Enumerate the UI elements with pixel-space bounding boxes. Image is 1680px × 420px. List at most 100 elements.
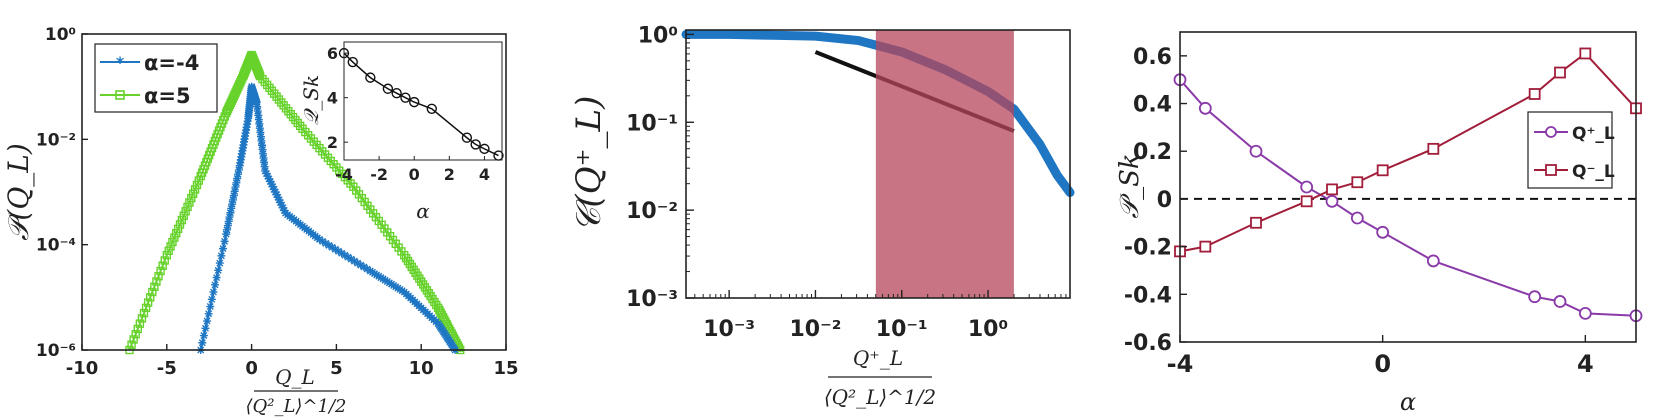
left-inset-point-6	[409, 96, 420, 108]
left-alpha5-point-14	[154, 272, 163, 281]
left-alpha-4-point-85	[255, 119, 264, 128]
left-alpha-4-point-129	[318, 237, 327, 246]
right-qminus-point-2	[1250, 216, 1262, 229]
left-alpha5-point-2	[129, 335, 138, 344]
left-inset-point-9	[470, 139, 481, 150]
right-legend-label-1: Q⁺_L	[1572, 124, 1615, 144]
left-alpha-4-point-2	[199, 331, 208, 340]
middle-panel-data	[681, 29, 1075, 298]
left-alpha-4-point-28	[232, 178, 241, 187]
right-ytick-label-6: -0.6	[1124, 331, 1172, 356]
right-qminus-point-8	[1528, 88, 1541, 100]
left-alpha5-point-10	[146, 293, 155, 302]
left-inset-xlabel: α	[416, 199, 430, 223]
middle-ylabel: 𝒞(Q⁺_L)	[569, 96, 609, 233]
left-alpha5-point-17	[160, 256, 169, 265]
left-alpha5-point-3	[131, 330, 140, 339]
left-xtick-label-3: 5	[330, 358, 343, 379]
left-legend-marker-1: *	[116, 53, 125, 72]
right-xtick-label-0: -4	[1167, 350, 1194, 378]
left-inset-xtick-label-4: 4	[479, 165, 490, 184]
left-alpha-4-point-132	[328, 243, 337, 252]
right-legend-box	[1527, 111, 1613, 189]
middle-shaded-band	[875, 30, 1014, 298]
left-legend-label-1: α=-4	[144, 51, 199, 75]
right-qplus-point-2	[1249, 144, 1263, 158]
left-alpha-4-point-19	[224, 217, 233, 226]
left-alpha5-point-35	[194, 176, 204, 185]
left-xtick-label-4: 10	[409, 358, 434, 379]
left-alpha-4-point-84	[254, 115, 263, 124]
left-inset: -4 -2 0 2 4 2 4 6 𝒬_Sk α	[299, 41, 504, 223]
left-alpha-4-point-26	[230, 187, 239, 196]
left-alpha-4-point-3	[201, 324, 210, 333]
left-inset-xtick-label-2: 0	[409, 165, 420, 184]
left-alpha-4-point-27	[231, 183, 240, 192]
left-alpha-4-point-20	[225, 213, 234, 222]
left-alpha-4-point-100	[266, 177, 275, 186]
right-ytick-label-1: 0.4	[1133, 93, 1172, 118]
left-inset-xtick-label-3: 2	[444, 165, 455, 184]
left-alpha5-point-20	[166, 242, 175, 251]
left-alpha-4-point-106	[273, 193, 282, 202]
left-alpha5-point-19	[164, 246, 173, 256]
left-alpha-4-point-128	[315, 235, 324, 244]
right-qplus-point-4	[1325, 194, 1339, 208]
left-alpha5-point-23	[172, 229, 181, 238]
left-alpha-4-point-30	[234, 170, 243, 179]
left-alpha-4-point-131	[324, 241, 333, 250]
left-alpha-4-point-17	[223, 225, 232, 234]
right-qplus-point-5	[1350, 211, 1364, 225]
left-alpha5-point-16	[158, 261, 167, 270]
right-ytick-label-3: 0	[1157, 188, 1172, 213]
right-xlabel: α	[1400, 388, 1416, 416]
left-inset-ytick-label-1: 4	[327, 89, 338, 108]
left-alpha-4-point-90	[257, 141, 266, 150]
left-alpha5-point-1	[127, 340, 136, 349]
left-alpha5-point-24	[173, 224, 183, 234]
left-alpha5-point-27	[179, 211, 188, 220]
left-xtick-label-1: -5	[157, 358, 177, 379]
right-qminus-point-6	[1376, 164, 1389, 177]
right-qplus-point-6	[1376, 225, 1390, 239]
left-alpha5-point-13	[152, 277, 161, 286]
left-alpha5-point-31	[187, 193, 196, 203]
right-qplus-point-9	[1553, 295, 1567, 308]
left-ticks: -10 -5 0 5 10 15 10⁰ 10⁻² 10⁻⁴ 10⁻⁶	[36, 25, 519, 379]
left-alpha-4-point-111	[280, 206, 289, 215]
left-alpha-4-point-92	[259, 149, 268, 158]
left-ylabel: 𝒫(Q_L)	[2, 143, 35, 241]
left-alpha5-point-7	[139, 308, 149, 318]
left-legend-box	[94, 43, 218, 113]
left-alpha-4-point-103	[270, 185, 279, 194]
left-alpha5-point-8	[141, 303, 151, 313]
left-alpha-4-point-13	[217, 251, 226, 260]
left-alpha-4-point-137	[344, 253, 353, 262]
left-alpha5-point-30	[185, 198, 194, 207]
left-alpha-4-point-143	[363, 265, 372, 274]
left-ytick-label-3: 10⁻⁶	[36, 341, 76, 361]
left-xlabel-denominator: ⟨Q²_L⟩^1/2	[245, 396, 346, 417]
left-panel: -10 -5 0 5 10 15 10⁰ 10⁻² 10⁻⁴ 10⁻⁶ 𝒫(Q_L) Q_L ⟨Q…	[2, 25, 519, 417]
left-alpha5-point-33	[190, 185, 200, 194]
left-alpha-4-point-11	[214, 266, 223, 275]
left-alpha-4-point-16	[222, 230, 231, 239]
right-ticks: -4 0 4 0.6 0.4 0.2 0 -0.2 -0.4 -0.6	[1124, 45, 1594, 378]
left-alpha5-point-4	[133, 324, 142, 334]
left-alpha-4-point-21	[226, 208, 235, 217]
left-alpha-4-point-86	[255, 124, 264, 133]
left-alpha-4-point-14	[218, 244, 227, 253]
left-alpha-4-point-88	[256, 132, 265, 141]
right-qplus-point-10	[1578, 306, 1592, 320]
left-alpha-4-point-109	[277, 201, 286, 210]
left-panel-data	[125, 50, 465, 355]
left-inset-data	[338, 47, 504, 161]
middle-panel: 10⁻³ 10⁻² 10⁻¹ 10⁰ 10⁰ 10⁻¹ 10⁻² 10⁻³ 𝒞(Q⁺_L) Q…	[569, 23, 1075, 409]
left-alpha-4-point-102	[268, 182, 277, 191]
left-alpha-4-point-80	[252, 98, 261, 107]
left-alpha5-point-18	[162, 250, 172, 260]
middle-xtick-label-1: 10⁻²	[790, 317, 842, 342]
middle-xtick-label-2: 10⁻¹	[876, 317, 928, 342]
right-qplus-point-1	[1198, 101, 1212, 115]
left-inset-point-2	[365, 72, 376, 83]
